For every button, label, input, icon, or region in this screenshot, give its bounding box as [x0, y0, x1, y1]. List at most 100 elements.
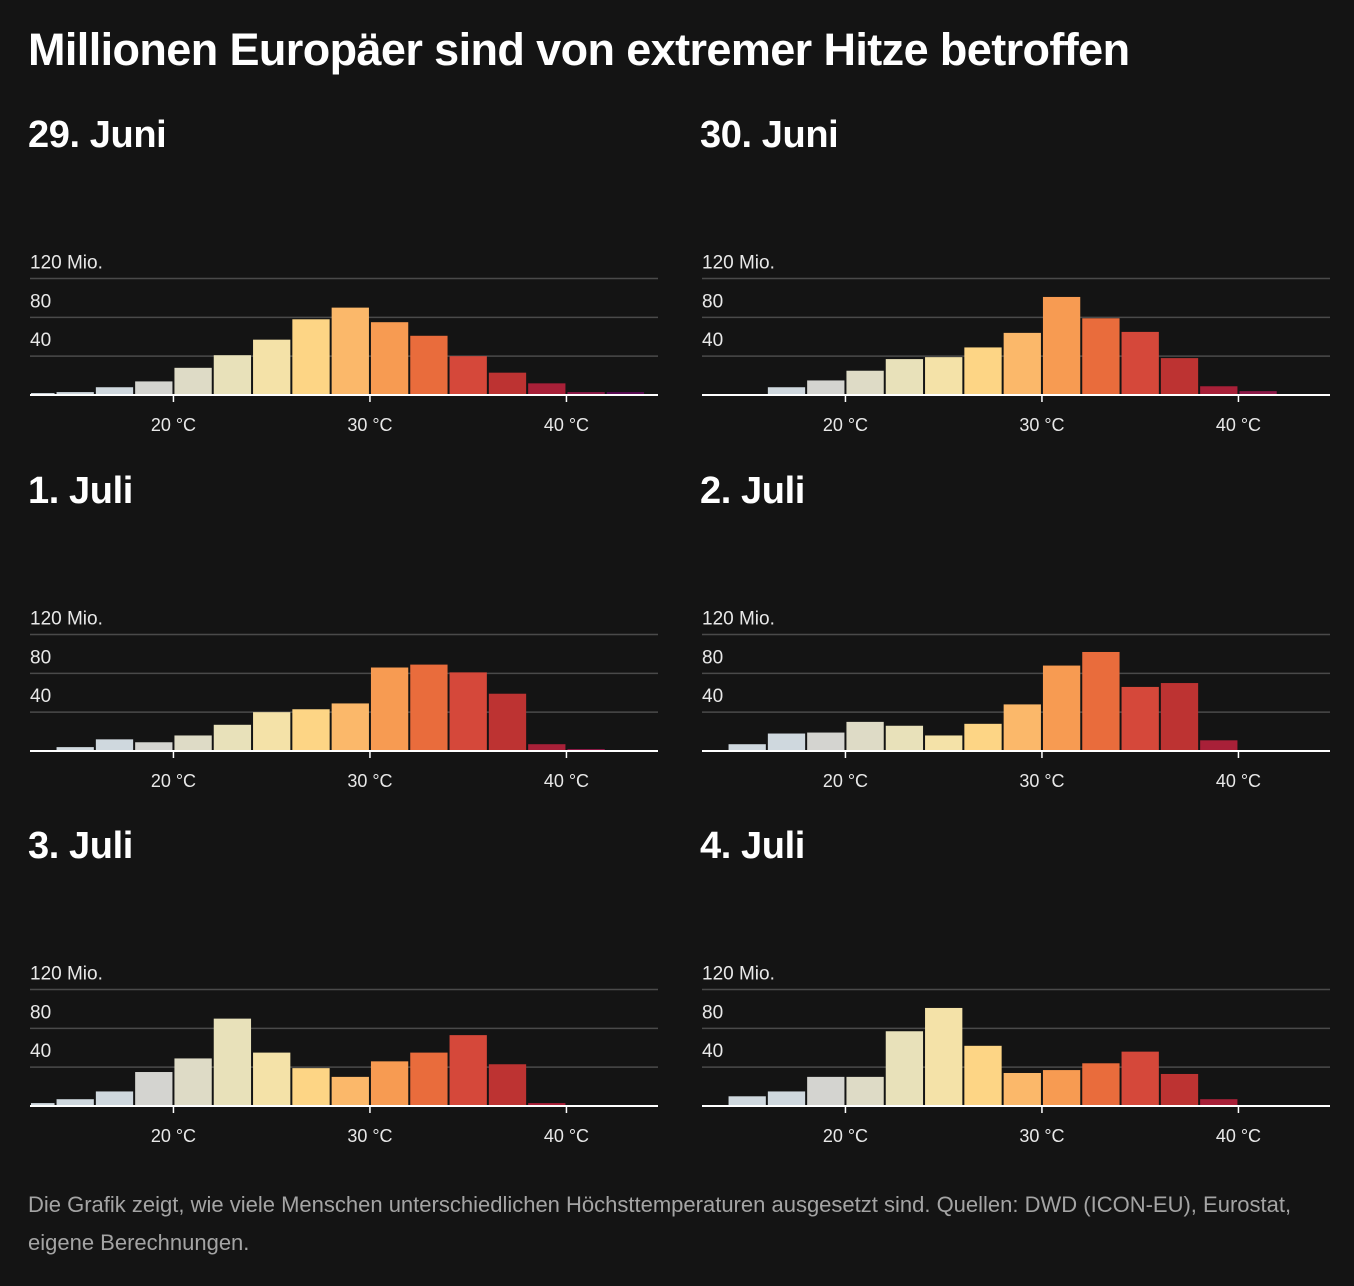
histogram-bar [253, 1052, 291, 1106]
y-tick-label: 120 Mio. [30, 609, 103, 630]
x-tick-label: 40 °C [1216, 771, 1261, 791]
histogram-bar [1121, 1051, 1159, 1106]
y-tick-label: 40 [702, 330, 723, 351]
panel-title: 1. Juli [28, 470, 133, 512]
histogram-bar [95, 1091, 134, 1106]
panel-title: 3. Juli [28, 825, 133, 867]
histogram-bar [135, 381, 173, 395]
histogram-bar [964, 347, 1002, 395]
histogram-bar [567, 392, 605, 395]
histogram-bar [1160, 358, 1199, 395]
histogram-bar [449, 1035, 487, 1106]
x-tick-label: 40 °C [544, 1126, 589, 1146]
histogram-bar [1003, 704, 1041, 751]
x-tick-label: 20 °C [151, 415, 196, 435]
histogram-bar [31, 1103, 55, 1106]
histogram-bar [174, 367, 212, 395]
histogram-bar [767, 1091, 806, 1106]
panel-title: 4. Juli [700, 825, 805, 867]
y-tick-label: 80 [30, 1002, 51, 1023]
histogram-bar [292, 709, 330, 751]
histogram-panel: 3. Juli 40 80 120 Mio. 20 °C 30 °C 40 °C [28, 823, 668, 1153]
y-tick-label: 40 [30, 330, 51, 351]
histogram-bar [925, 357, 963, 395]
histogram-bar [370, 1061, 409, 1106]
y-tick-label: 40 [702, 686, 723, 707]
histogram-bar [292, 319, 330, 395]
x-tick-label: 20 °C [823, 415, 868, 435]
histogram-bar [95, 739, 134, 751]
histogram-bar [885, 359, 924, 395]
histogram-bar [528, 1103, 566, 1106]
x-tick-label: 30 °C [1019, 771, 1064, 791]
histogram-bar [410, 664, 448, 751]
histogram-plot: 40 80 120 Mio. 20 °C 30 °C 40 °C [30, 253, 658, 435]
panel-title: 2. Juli [700, 470, 805, 512]
x-tick-label: 30 °C [1019, 1126, 1064, 1146]
histogram-plot: 40 80 120 Mio. 20 °C 30 °C 40 °C [702, 964, 1330, 1146]
y-tick-label: 80 [702, 1002, 723, 1023]
y-tick-label: 120 Mio. [702, 964, 775, 985]
histogram-bar [1200, 1099, 1238, 1106]
histogram-bar [56, 392, 94, 395]
x-tick-label: 20 °C [823, 1126, 868, 1146]
y-tick-label: 80 [702, 291, 723, 312]
panel-title: 29. Juni [28, 114, 167, 156]
histogram-bar [1082, 1063, 1120, 1106]
histogram-bar [1082, 651, 1120, 751]
histogram-bar [410, 1052, 448, 1106]
histogram-bar [528, 744, 566, 751]
histogram-bar [174, 1058, 212, 1106]
histogram-bar [488, 1064, 527, 1106]
histogram-bar [410, 335, 448, 395]
histogram-plot: 40 80 120 Mio. 20 °C 30 °C 40 °C [702, 609, 1330, 791]
histogram-plot: 40 80 120 Mio. 20 °C 30 °C 40 °C [702, 253, 1330, 435]
x-tick-label: 20 °C [151, 771, 196, 791]
histogram-bar [253, 339, 291, 395]
y-tick-label: 40 [30, 1041, 51, 1062]
x-tick-label: 20 °C [151, 1126, 196, 1146]
histogram-bar [1003, 1072, 1041, 1106]
histogram-bar [292, 1068, 330, 1106]
histogram-bar [846, 1076, 884, 1106]
y-tick-label: 120 Mio. [30, 964, 103, 985]
histogram-bar [331, 307, 369, 395]
x-tick-label: 40 °C [544, 771, 589, 791]
histogram-bar [213, 355, 252, 395]
histogram-bar [1160, 683, 1199, 751]
y-tick-label: 80 [702, 647, 723, 668]
histogram-bar [253, 712, 291, 751]
histogram-bar [964, 1045, 1002, 1106]
histogram-bar [728, 1096, 766, 1106]
x-tick-label: 40 °C [544, 415, 589, 435]
histogram-bar [449, 672, 487, 751]
histogram-bar [135, 1072, 173, 1106]
histogram-bar [370, 667, 409, 751]
histogram-bar [807, 732, 845, 751]
histogram-bar [807, 1076, 845, 1106]
histogram-bar [807, 380, 845, 395]
x-tick-label: 30 °C [347, 1126, 392, 1146]
histogram-bar [925, 735, 963, 751]
histogram-bar [488, 372, 527, 395]
x-tick-label: 30 °C [347, 415, 392, 435]
histogram-plot: 40 80 120 Mio. 20 °C 30 °C 40 °C [30, 609, 658, 791]
histogram-bar [213, 1018, 252, 1106]
histogram-bar [964, 723, 1002, 751]
histogram-bar [606, 392, 645, 395]
histogram-bar [728, 744, 766, 751]
histogram-bar [1200, 386, 1238, 395]
y-tick-label: 120 Mio. [30, 253, 103, 274]
histogram-bar [1003, 332, 1041, 395]
y-tick-label: 40 [702, 1041, 723, 1062]
histogram-bar [1239, 391, 1277, 395]
histogram-bar [56, 1099, 94, 1106]
histogram-bar [1121, 331, 1159, 395]
y-tick-label: 120 Mio. [702, 253, 775, 274]
histogram-panel: 29. Juni 40 80 120 Mio. 20 °C 30 °C 40 °C [28, 112, 668, 442]
x-tick-label: 30 °C [347, 771, 392, 791]
histogram-bar [1042, 665, 1081, 751]
histogram-bar [331, 703, 369, 751]
histogram-panel: 1. Juli 40 80 120 Mio. 20 °C 30 °C 40 °C [28, 468, 668, 798]
histogram-bar [528, 383, 566, 395]
